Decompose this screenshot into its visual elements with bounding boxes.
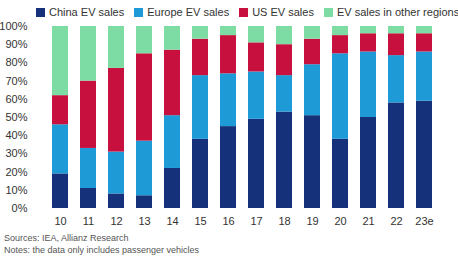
html-text:Europe EV sales: Europe EV sales [147,6,230,18]
svg-text:70%: 70% [5,75,27,87]
svg-text:19: 19 [306,215,318,227]
svg-text:13: 13 [138,215,150,227]
svg-text:12: 12 [110,215,122,227]
svg-text:20: 20 [334,215,346,227]
svg-text:90%: 90% [5,38,27,50]
html-text:Sources: IEA, Allianz Research: Sources: IEA, Allianz Research [4,233,129,243]
svg-text:16: 16 [222,215,234,227]
svg-text:10%: 10% [5,184,27,196]
svg-text:0%: 0% [12,202,28,214]
svg-text:20%: 20% [5,166,27,178]
html-text:US EV sales: US EV sales [252,6,314,18]
html-text:China EV sales: China EV sales [49,6,125,18]
svg-text:10: 10 [54,215,66,227]
html-text:Notes: the data only includes: Notes: the data only includes passenger … [4,245,200,255]
svg-text:15: 15 [194,215,206,227]
svg-text:40%: 40% [5,129,27,141]
svg-text:80%: 80% [5,56,27,68]
svg-text:17: 17 [250,215,262,227]
svg-text:18: 18 [278,215,290,227]
svg-text:23e: 23e [415,215,433,227]
svg-text:30%: 30% [5,147,27,159]
svg-text:14: 14 [166,215,178,227]
svg-text:60%: 60% [5,93,27,105]
svg-text:100%: 100% [0,20,28,32]
svg-text:50%: 50% [5,111,27,123]
svg-text:22: 22 [390,215,402,227]
svg-text:21: 21 [362,215,374,227]
svg-text:11: 11 [83,215,94,227]
